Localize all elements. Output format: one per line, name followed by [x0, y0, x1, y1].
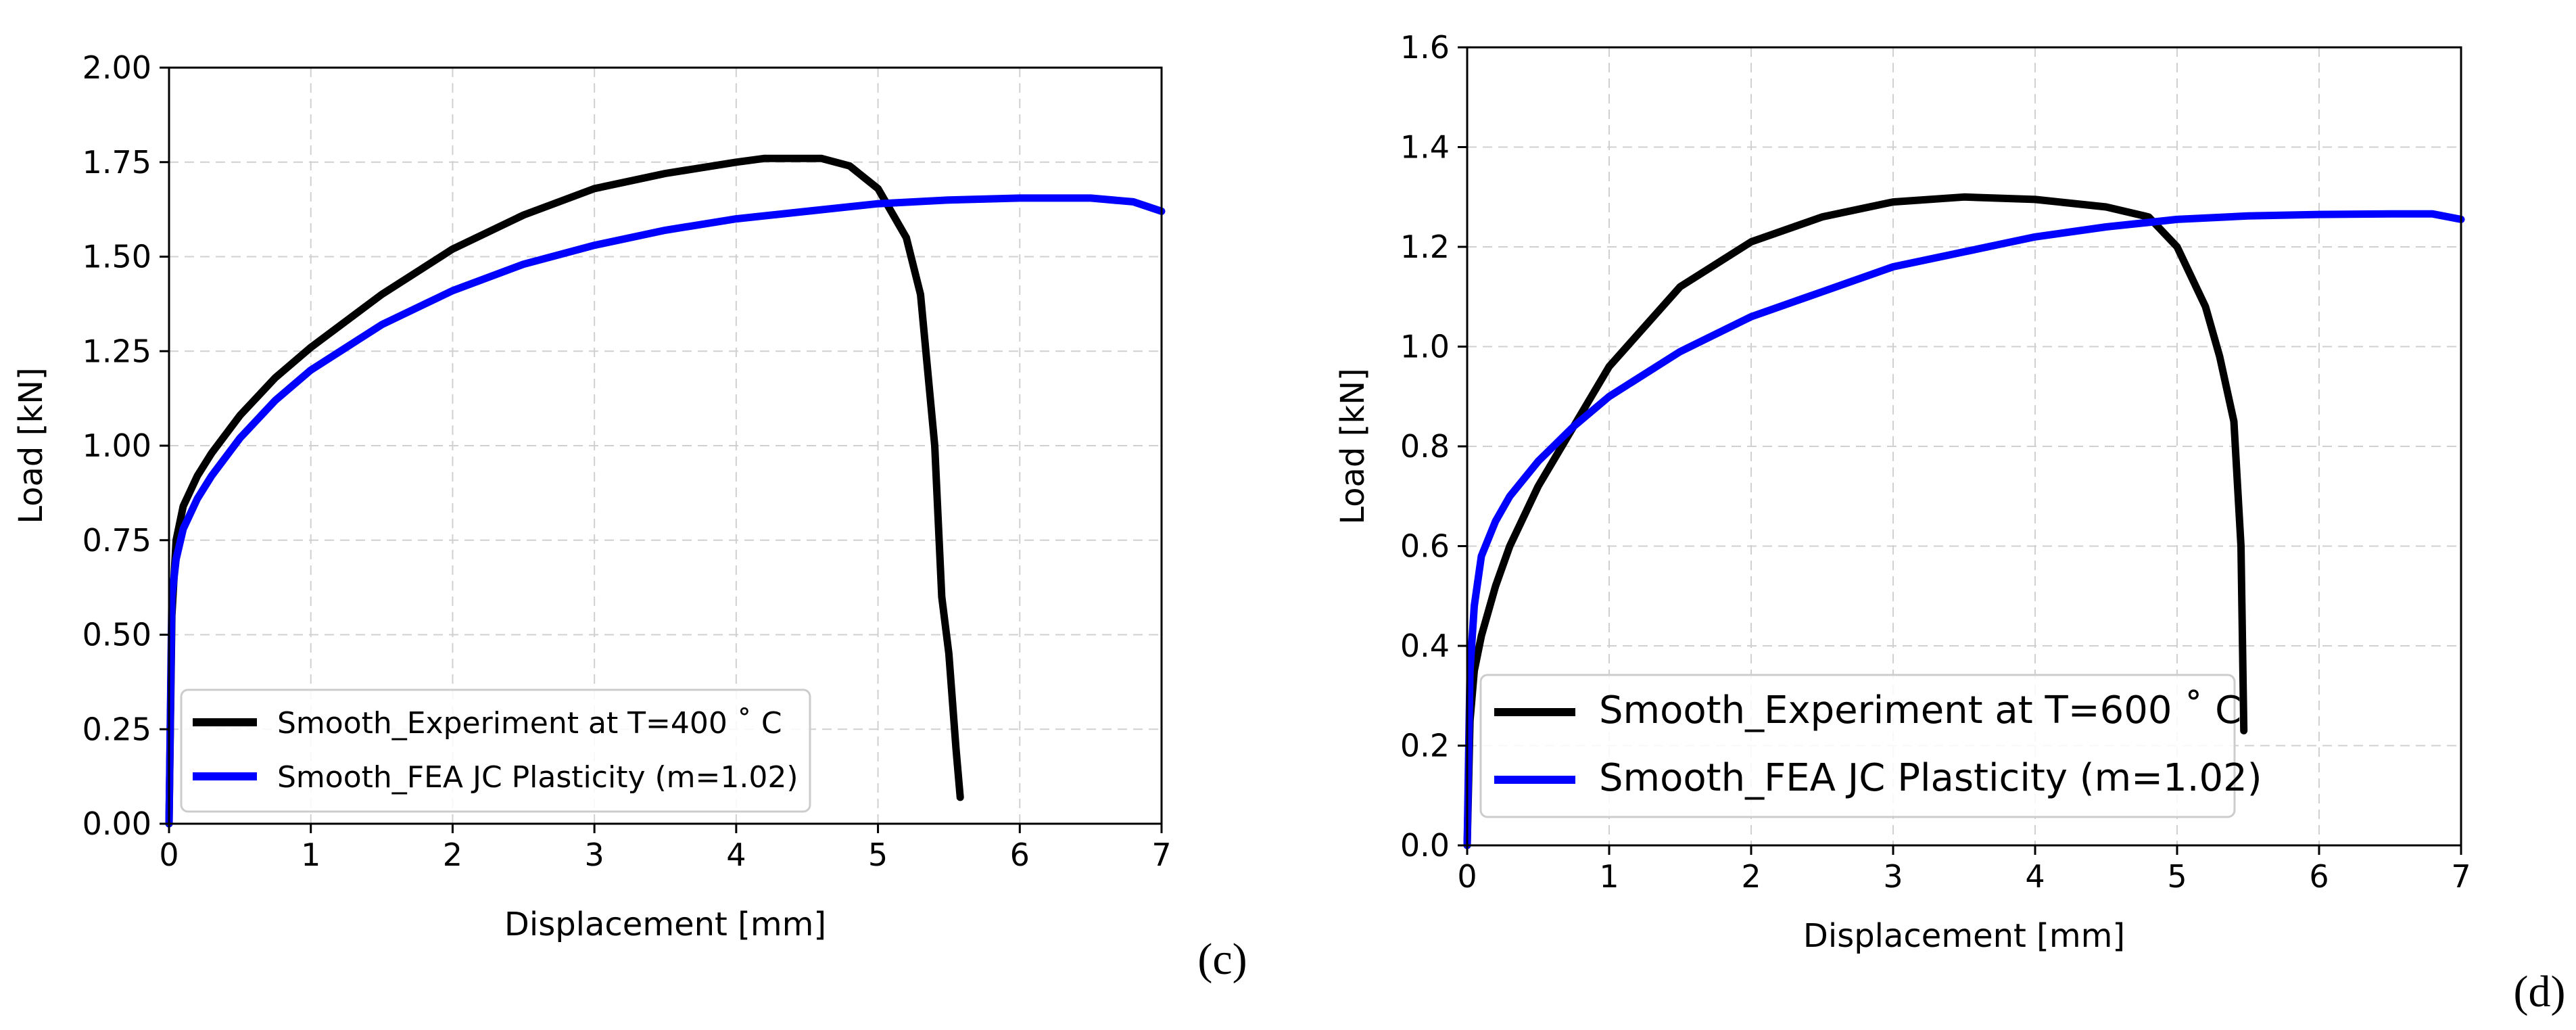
x-tick-label: 4 — [726, 837, 746, 873]
x-tick-label: 1 — [301, 837, 320, 873]
x-tick-label: 3 — [1883, 858, 1903, 895]
fea-series-line — [165, 194, 1166, 828]
chart-panel-c: 0 1 2 3 4 5 6 7 0.00 0.25 0.50 0.75 1.00 1.25 1.50 1.75… — [12, 49, 1247, 984]
legend: Smooth_Experiment at T=400 ˚ C Smooth_FEA… — [180, 688, 811, 813]
x-tick-label: 2 — [443, 837, 462, 873]
y-tick-label: 1.4 — [1400, 129, 1450, 166]
y-tick-label: 1.25 — [82, 333, 151, 369]
panel-label: (c) — [1197, 935, 1247, 984]
experiment-series-line — [165, 154, 964, 828]
legend: Smooth_Experiment at T=600 ˚ C Smooth_FEA… — [1479, 674, 2262, 818]
x-tick-label: 2 — [1741, 858, 1761, 895]
chart-panel-d: 0 1 2 3 4 5 6 7 0.0 0.2 0.4 0.6 0.8 1.0 1.2 1.4 1.6 Displ… — [1334, 29, 2565, 1016]
panel-label: (d) — [2514, 967, 2566, 1016]
y-axis-label: Load [kN] — [12, 367, 50, 524]
y-tick-label: 0.00 — [82, 805, 151, 842]
y-tick-label: 0.6 — [1400, 528, 1450, 565]
x-tick-label: 4 — [2025, 858, 2045, 895]
x-tick-label: 3 — [585, 837, 604, 873]
y-tick-label: 1.0 — [1400, 329, 1450, 365]
y-tick-label: 1.75 — [82, 144, 151, 181]
legend-entry-label: Smooth_FEA JC Plasticity (m=1.02) — [277, 760, 798, 795]
x-tick-label: 5 — [868, 837, 888, 873]
y-tick-label: 0.75 — [82, 522, 151, 559]
x-tick-label: 6 — [2309, 858, 2329, 895]
legend-entry-label: Smooth_Experiment at T=400 ˚ C — [277, 706, 782, 741]
x-tick-label: 5 — [2167, 858, 2187, 895]
x-axis-label: Displacement [mm] — [1803, 917, 2125, 955]
y-tick-label: 2.00 — [82, 49, 151, 86]
x-tick-label: 0 — [159, 837, 178, 873]
legend-entry-label: Smooth_FEA JC Plasticity (m=1.02) — [1599, 756, 2262, 800]
x-tick-label: 0 — [1457, 858, 1477, 895]
y-tick-label: 0.2 — [1400, 728, 1450, 764]
x-tick-label: 7 — [1151, 837, 1171, 873]
y-tick-label: 1.6 — [1400, 29, 1450, 66]
experiment-series-line — [1463, 193, 2248, 849]
x-tick-label: 6 — [1010, 837, 1030, 873]
legend-box — [1479, 674, 2236, 818]
y-tick-label: 1.50 — [82, 239, 151, 275]
y-tick-label: 1.2 — [1400, 229, 1450, 265]
y-tick-label: 0.50 — [82, 617, 151, 653]
legend-box — [180, 688, 811, 813]
legend-entry-label: Smooth_Experiment at T=600 ˚ C — [1599, 688, 2241, 732]
y-tick-label: 0.25 — [82, 711, 151, 747]
y-tick-label: 0.4 — [1400, 628, 1450, 664]
fea-series-line — [1463, 210, 2465, 849]
y-tick-label: 0.0 — [1400, 827, 1450, 864]
x-tick-label: 7 — [2451, 858, 2471, 895]
y-tick-label: 1.00 — [82, 427, 151, 464]
x-axis-label: Displacement [mm] — [504, 906, 826, 943]
y-tick-label: 0.8 — [1400, 428, 1450, 465]
x-tick-label: 1 — [1599, 858, 1619, 895]
y-axis-label: Load [kN] — [1334, 368, 1372, 525]
